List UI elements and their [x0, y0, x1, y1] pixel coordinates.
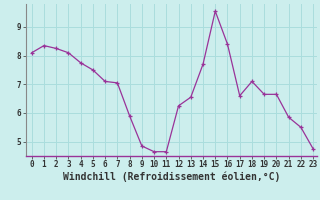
X-axis label: Windchill (Refroidissement éolien,°C): Windchill (Refroidissement éolien,°C) [62, 172, 280, 182]
